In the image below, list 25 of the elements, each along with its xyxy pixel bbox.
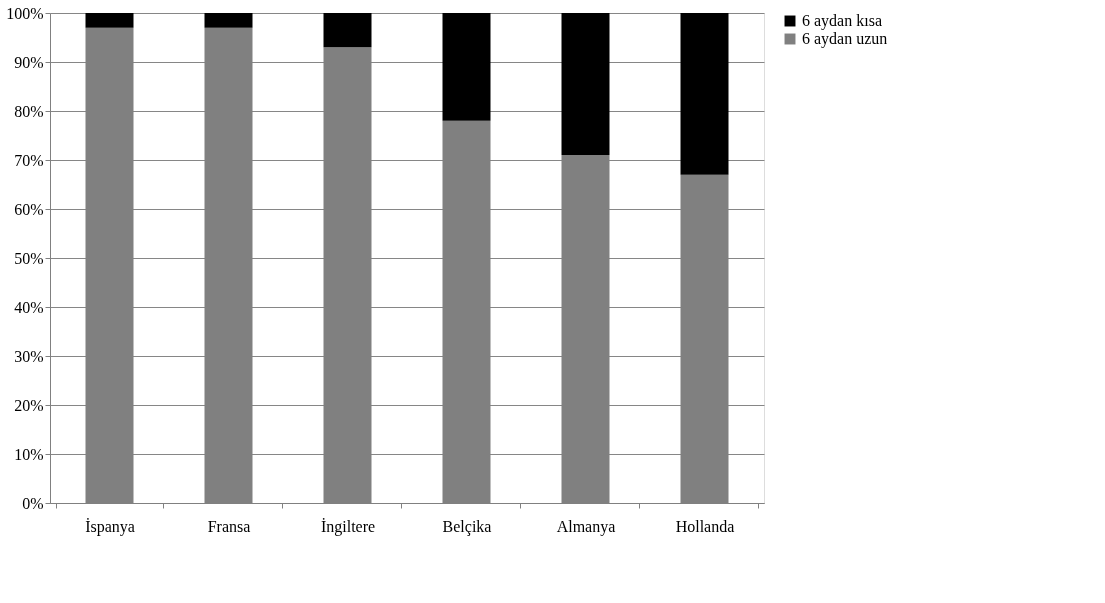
x-tick-label: İngiltere — [320, 517, 376, 536]
y-tick-label: 80% — [14, 102, 44, 120]
x-tick-label: Hollanda — [675, 517, 735, 535]
bar — [204, 13, 253, 28]
x-tick-label: Almanya — [556, 517, 616, 536]
bar — [442, 13, 491, 121]
y-tick-label: 60% — [14, 200, 44, 218]
y-tick-label: 40% — [14, 298, 44, 316]
y-tick-label: 50% — [14, 249, 44, 267]
x-tick-label: Fransa — [207, 517, 251, 535]
bar — [85, 13, 134, 28]
legend-label: 6 aydan kısa — [802, 12, 882, 30]
y-tick-label: 100% — [6, 4, 44, 22]
y-tick-label: 10% — [14, 445, 44, 463]
y-tick-label: 90% — [14, 53, 44, 71]
legend-label: 6 aydan uzun — [802, 30, 888, 48]
y-tick-label: 30% — [14, 347, 44, 365]
bar — [323, 13, 372, 48]
y-tick-label: 20% — [14, 396, 44, 414]
bar — [561, 13, 610, 156]
x-tick-label: İspanya — [85, 517, 135, 536]
y-tick-label: 0% — [22, 494, 44, 512]
x-tick-label: Belçika — [442, 517, 492, 536]
bar — [680, 13, 729, 175]
y-tick-label: 70% — [14, 151, 44, 169]
